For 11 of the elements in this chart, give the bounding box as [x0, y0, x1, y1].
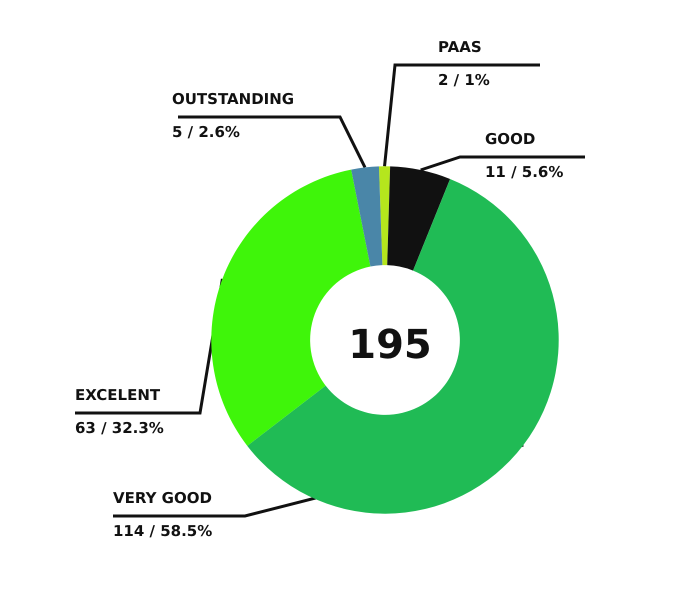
slice-label: OUTSTANDING — [172, 90, 294, 108]
slice-label: GOOD — [485, 130, 536, 148]
data-label: 114 / 58.5% — [113, 522, 212, 540]
slice-label: VERY GOOD — [113, 489, 212, 507]
data-label: 11 / 5.6% — [485, 163, 564, 181]
slice-label: EXCELENT — [75, 386, 161, 404]
slice-label: PAAS — [438, 38, 482, 56]
data-label: 63 / 32.3% — [75, 419, 164, 437]
data-label: 5 / 2.6% — [172, 123, 240, 141]
text: 195 — [348, 322, 432, 368]
data-label: 2 / 1% — [438, 71, 490, 89]
